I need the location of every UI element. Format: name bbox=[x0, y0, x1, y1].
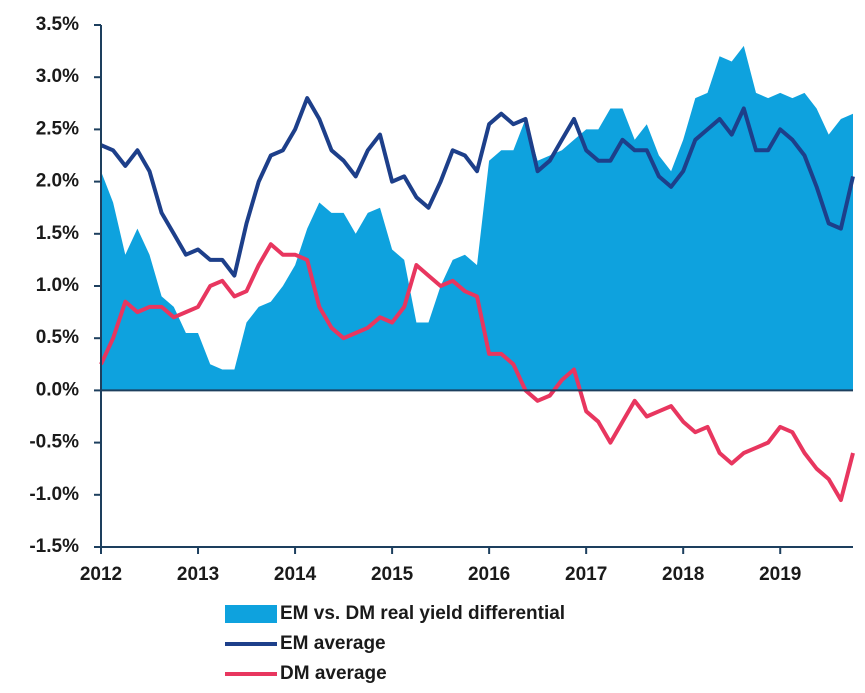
x-tick-label: 2016 bbox=[468, 564, 510, 585]
x-tick-label: 2014 bbox=[274, 564, 317, 585]
y-tick-label: 3.0% bbox=[36, 66, 79, 87]
legend-label: EM vs. DM real yield differential bbox=[280, 603, 565, 624]
legend-label: DM average bbox=[280, 663, 387, 684]
y-tick-label: 0.0% bbox=[36, 379, 79, 400]
legend-label: EM average bbox=[280, 633, 386, 654]
y-tick-label: -1.5% bbox=[29, 536, 79, 557]
line bbox=[99, 242, 855, 502]
x-tick-label: 2012 bbox=[80, 564, 122, 585]
x-tick-label: 2017 bbox=[565, 564, 607, 585]
x-tick-label: 2018 bbox=[662, 564, 704, 585]
y-tick-label: 0.5% bbox=[36, 327, 79, 348]
y-tick-label: -0.5% bbox=[29, 432, 79, 453]
area bbox=[101, 45, 853, 391]
legend-swatch bbox=[225, 605, 277, 623]
x-tick-label: 2015 bbox=[371, 564, 414, 585]
y-tick-label: 2.5% bbox=[36, 118, 79, 139]
y-tick-label: 1.5% bbox=[36, 223, 79, 244]
y-tick-label: -1.0% bbox=[29, 484, 79, 505]
line bbox=[100, 96, 855, 278]
x-tick-label: 2013 bbox=[177, 564, 219, 585]
y-tick-label: 3.5% bbox=[36, 14, 79, 35]
y-tick-label: 2.0% bbox=[36, 171, 79, 192]
x-tick-label: 2019 bbox=[759, 564, 801, 585]
y-tick-label: 1.0% bbox=[36, 275, 79, 296]
